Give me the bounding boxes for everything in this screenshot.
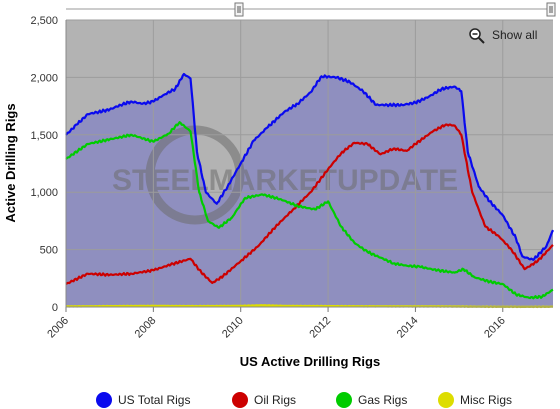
y-tick-label: 500: [40, 245, 58, 257]
x-tick-label: 2016: [482, 315, 508, 341]
legend-label: Gas Rigs: [358, 393, 407, 407]
x-tick-label: 2010: [220, 315, 246, 341]
x-axis-title: US Active Drilling Rigs: [240, 354, 380, 369]
oil-rigs-line: [65, 123, 554, 285]
legend-item-gas-rigs[interactable]: Gas Rigs: [336, 392, 407, 408]
legend-label: Oil Rigs: [254, 393, 296, 407]
y-tick-label: 2,500: [30, 15, 58, 27]
show-all-label: Show all: [492, 28, 537, 42]
legend: US Total Rigs Oil Rigs Gas Rigs Misc Rigs: [96, 392, 512, 408]
legend-swatch: [96, 392, 112, 408]
x-tick-label: 2006: [45, 315, 71, 341]
total-rigs-line: [65, 72, 554, 261]
legend-label: Misc Rigs: [460, 393, 512, 407]
legend-swatch: [438, 392, 454, 408]
legend-item-misc-rigs[interactable]: Misc Rigs: [438, 392, 512, 408]
legend-label: US Total Rigs: [118, 393, 190, 407]
range-selector[interactable]: [66, 2, 556, 17]
y-axis-title: Active Drilling Rigs: [3, 103, 18, 222]
show-all-button[interactable]: Show all: [469, 28, 537, 44]
legend-item-total-rigs[interactable]: US Total Rigs: [96, 392, 190, 408]
watermark: STEELMARKETUPDATE: [112, 125, 458, 225]
legend-swatch: [336, 392, 352, 408]
x-tick-label: 2012: [307, 315, 333, 341]
y-tick-label: 2,000: [30, 72, 58, 84]
legend-item-oil-rigs[interactable]: Oil Rigs: [232, 392, 296, 408]
range-handle-left[interactable]: [234, 2, 244, 17]
watermark-text: STEELMARKETUPDATE: [112, 164, 458, 197]
x-tick-label: 2008: [133, 315, 159, 341]
x-tick-label: 2014: [395, 315, 421, 341]
y-tick-label: 0: [52, 302, 58, 314]
legend-swatch: [232, 392, 248, 408]
range-handle-right[interactable]: [546, 2, 556, 17]
y-tick-label: 1,000: [30, 187, 58, 199]
gas-rigs-line: [65, 121, 554, 300]
y-tick-label: 1,500: [30, 130, 58, 142]
